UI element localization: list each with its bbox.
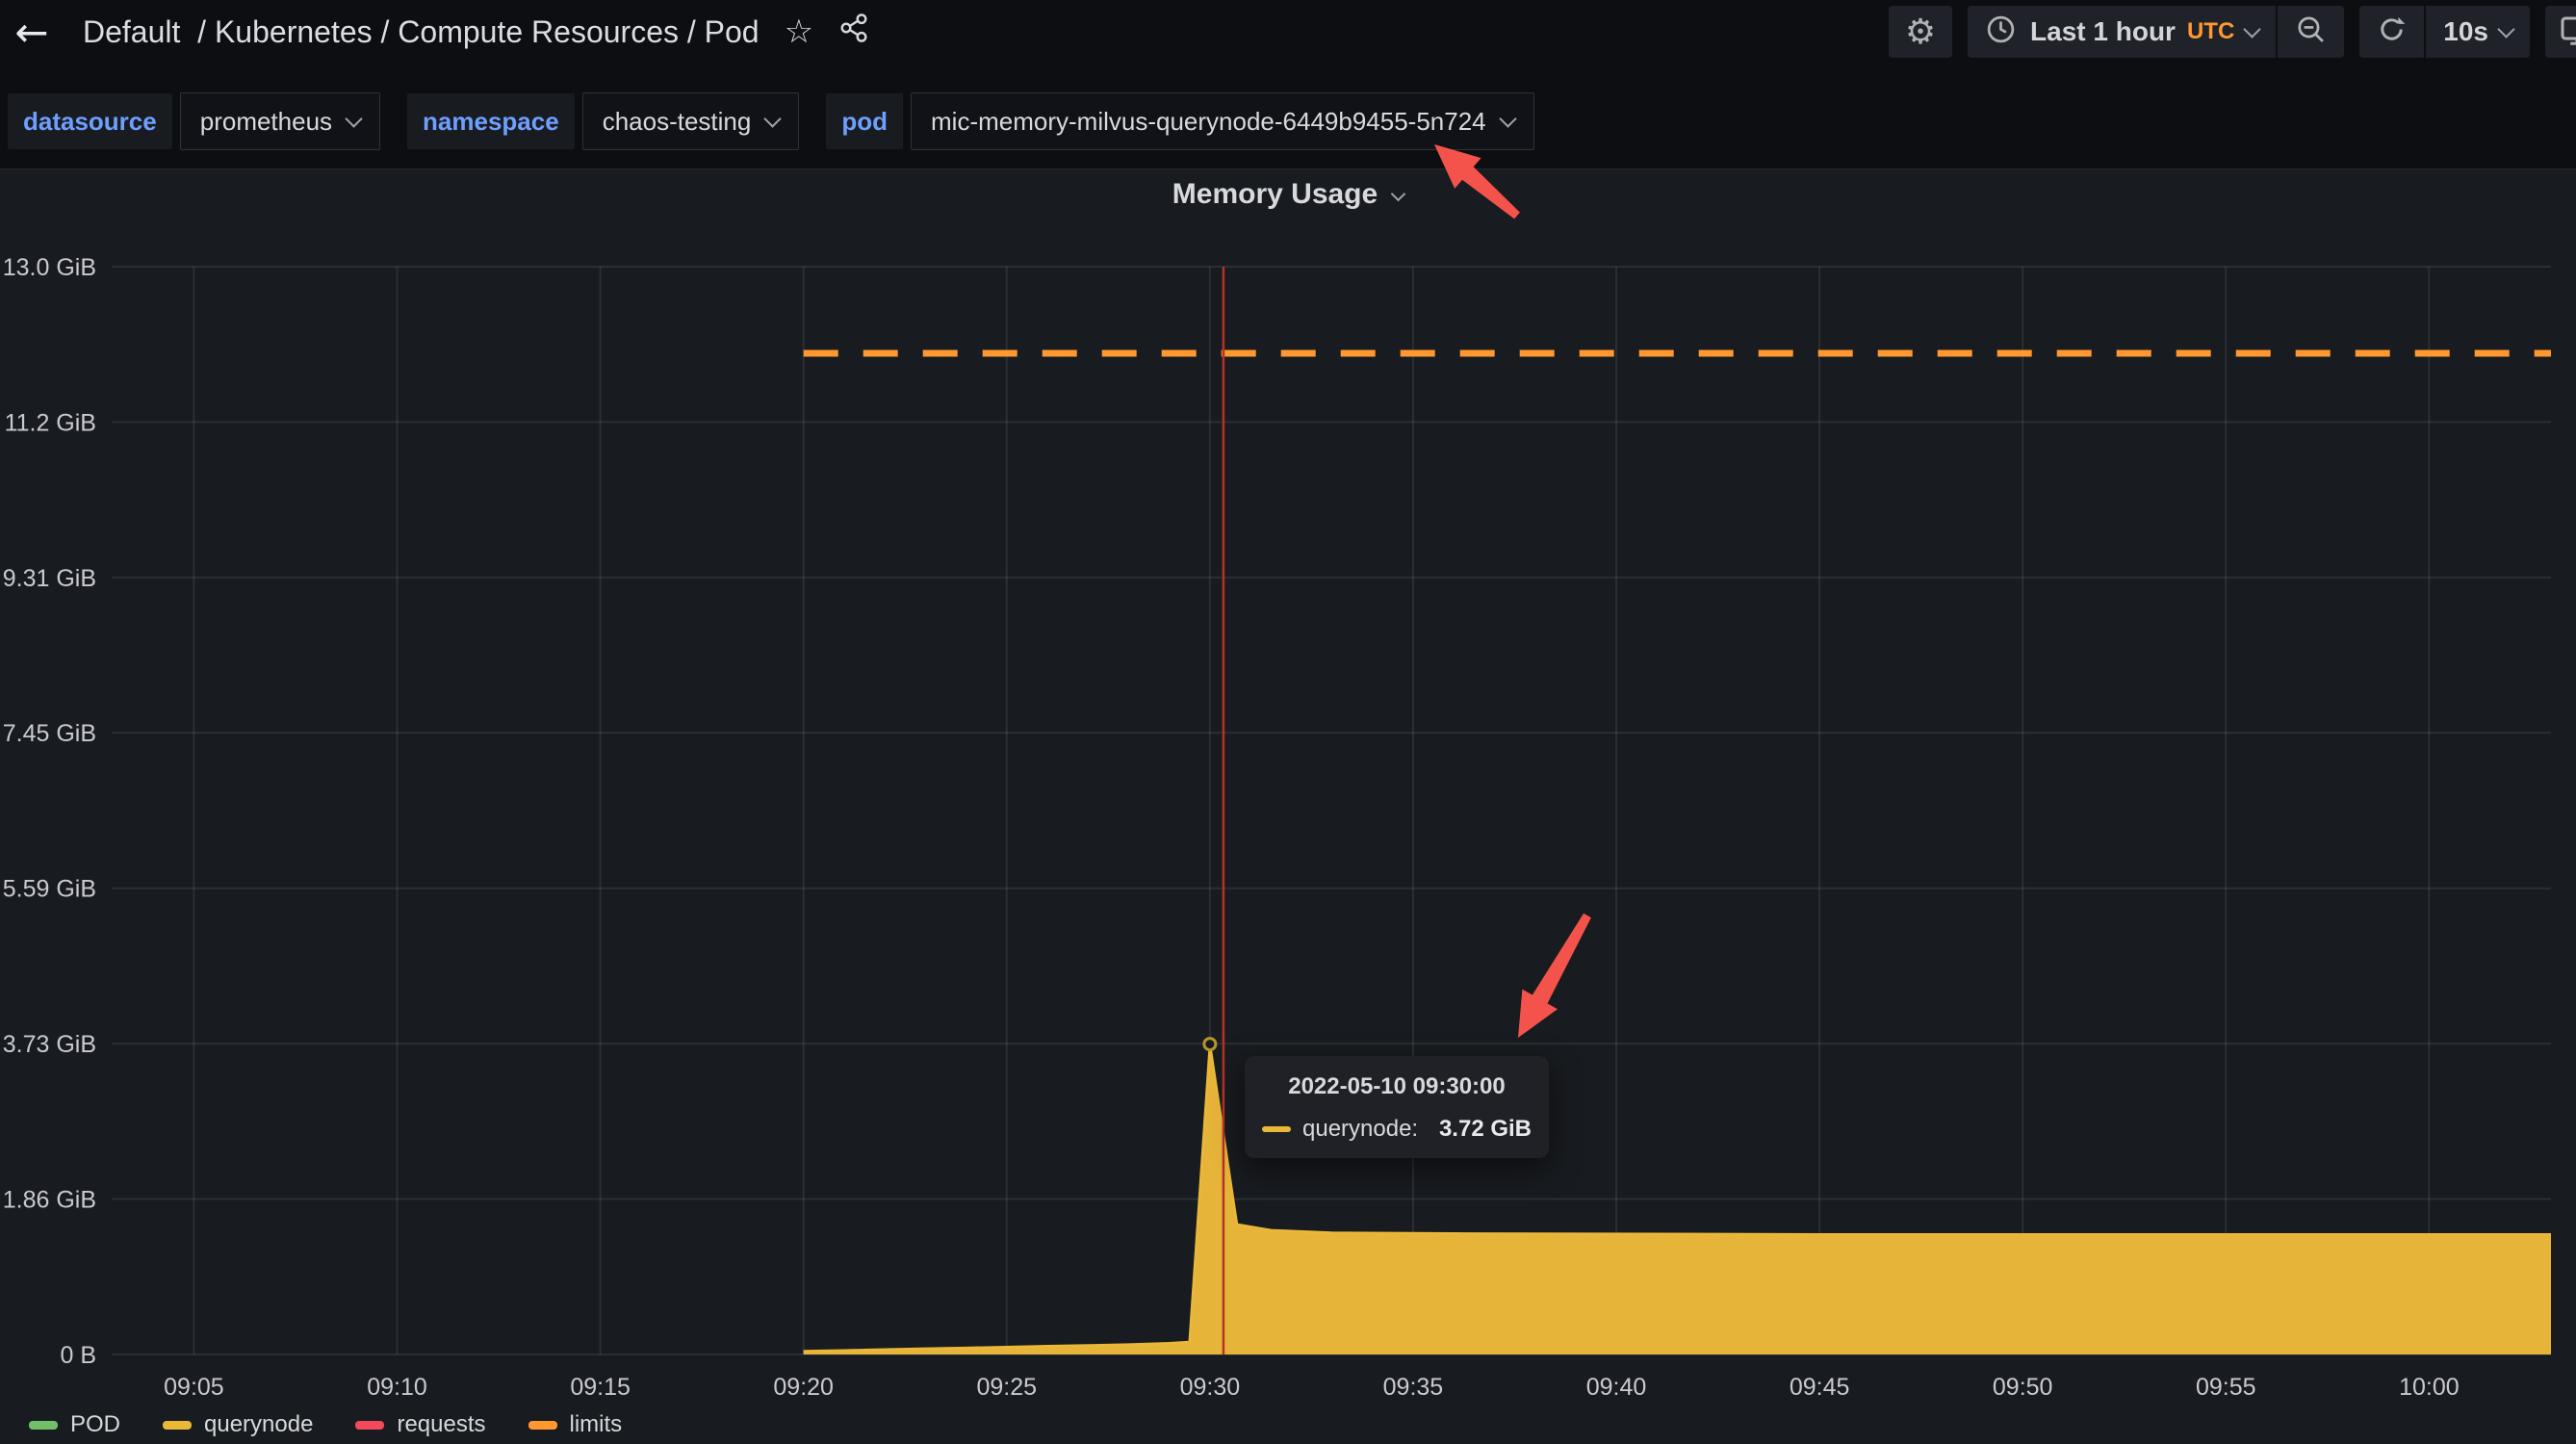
breadcrumb-path[interactable]: / Kubernetes / Compute Resources / Pod <box>180 13 760 49</box>
legend: POD querynode requests limits <box>29 1411 622 1438</box>
pod-dropdown[interactable]: mic-memory-milvus-querynode-6449b9455-5n… <box>911 92 1534 150</box>
zoom-out-icon <box>2295 13 2327 50</box>
share-icon <box>838 13 869 52</box>
star-button[interactable]: ☆ <box>785 13 813 51</box>
time-range-picker[interactable]: Last 1 hour UTC <box>1968 6 2276 58</box>
chevron-down-icon <box>763 110 783 128</box>
chevron-down-icon <box>345 110 363 128</box>
time-picker-group: Last 1 hour UTC <box>1968 6 2345 58</box>
variable-namespace: namespace chaos-testing <box>407 92 800 150</box>
divider <box>2424 6 2427 58</box>
legend-swatch-POD <box>29 1420 58 1430</box>
pod-value: mic-memory-milvus-querynode-6449b9455-5n… <box>931 106 1486 136</box>
timezone-label: UTC <box>2186 18 2235 44</box>
monitor-icon <box>2560 13 2576 52</box>
refresh-button[interactable] <box>2359 6 2424 58</box>
chart-tooltip: 2022-05-10 09:30:00 querynode: 3.72 GiB <box>1245 1056 1549 1158</box>
tooltip-series-label: querynode: <box>1302 1116 1419 1142</box>
panel-header[interactable]: Memory Usage <box>0 178 2576 211</box>
top-nav: ← Default / Kubernetes / Compute Resourc… <box>0 0 2576 64</box>
breadcrumb-dashboard[interactable]: Default <box>83 13 181 49</box>
tooltip-series-row: querynode: 3.72 GiB <box>1245 1116 1549 1143</box>
legend-label: POD <box>70 1411 121 1437</box>
chevron-down-icon <box>1390 186 1406 201</box>
template-variables: datasource prometheus namespace chaos-te… <box>8 92 1534 150</box>
legend-label: limits <box>569 1411 623 1437</box>
legend-item-querynode[interactable]: querynode <box>163 1411 313 1438</box>
tooltip-timestamp: 2022-05-10 09:30:00 <box>1288 1073 1506 1099</box>
legend-item-limits[interactable]: limits <box>528 1411 623 1438</box>
chevron-down-icon <box>1498 110 1517 128</box>
refresh-interval-label: 10s <box>2443 16 2488 46</box>
refresh-interval-dropdown[interactable]: 10s <box>2426 6 2530 58</box>
legend-item-POD[interactable]: POD <box>29 1411 120 1438</box>
star-icon: ☆ <box>784 13 814 51</box>
tooltip-series-swatch <box>1262 1126 1291 1132</box>
share-button[interactable] <box>838 13 869 52</box>
back-arrow-icon: ← <box>14 8 49 56</box>
legend-label: requests <box>397 1411 486 1437</box>
nav-controls: ⚙ Last 1 hour UTC <box>1889 6 2576 58</box>
namespace-label: namespace <box>407 93 575 149</box>
panel-title: Memory Usage <box>1172 178 1378 210</box>
datasource-label: datasource <box>8 93 172 149</box>
divider <box>2276 6 2279 58</box>
memory-usage-panel <box>0 168 2576 1444</box>
kiosk-mode-button[interactable] <box>2545 6 2576 58</box>
legend-swatch-querynode <box>163 1420 193 1430</box>
dashboard-settings-button[interactable]: ⚙ <box>1889 6 1953 58</box>
legend-item-requests[interactable]: requests <box>355 1411 486 1438</box>
legend-label: querynode <box>204 1411 314 1437</box>
refresh-icon <box>2377 14 2407 49</box>
tooltip-series-value: 3.72 GiB <box>1438 1116 1532 1142</box>
namespace-value: chaos-testing <box>602 106 752 136</box>
variable-datasource: datasource prometheus <box>8 92 381 150</box>
clock-icon <box>1985 13 2017 50</box>
namespace-dropdown[interactable]: chaos-testing <box>581 92 800 150</box>
pod-label: pod <box>826 93 904 149</box>
legend-swatch-requests <box>355 1420 385 1430</box>
back-button[interactable]: ← <box>0 0 64 64</box>
chevron-down-icon <box>2243 20 2261 39</box>
datasource-value: prometheus <box>199 106 333 136</box>
time-range-label: Last 1 hour <box>2030 16 2176 46</box>
chevron-down-icon <box>2497 20 2515 39</box>
refresh-group: 10s <box>2359 6 2530 58</box>
datasource-dropdown[interactable]: prometheus <box>179 92 381 150</box>
legend-swatch-limits <box>528 1420 557 1430</box>
gear-icon: ⚙ <box>1904 12 1937 52</box>
breadcrumb: Default / Kubernetes / Compute Resources… <box>83 14 760 50</box>
zoom-out-button[interactable] <box>2278 6 2344 58</box>
variable-pod: pod mic-memory-milvus-querynode-6449b945… <box>826 92 1534 150</box>
